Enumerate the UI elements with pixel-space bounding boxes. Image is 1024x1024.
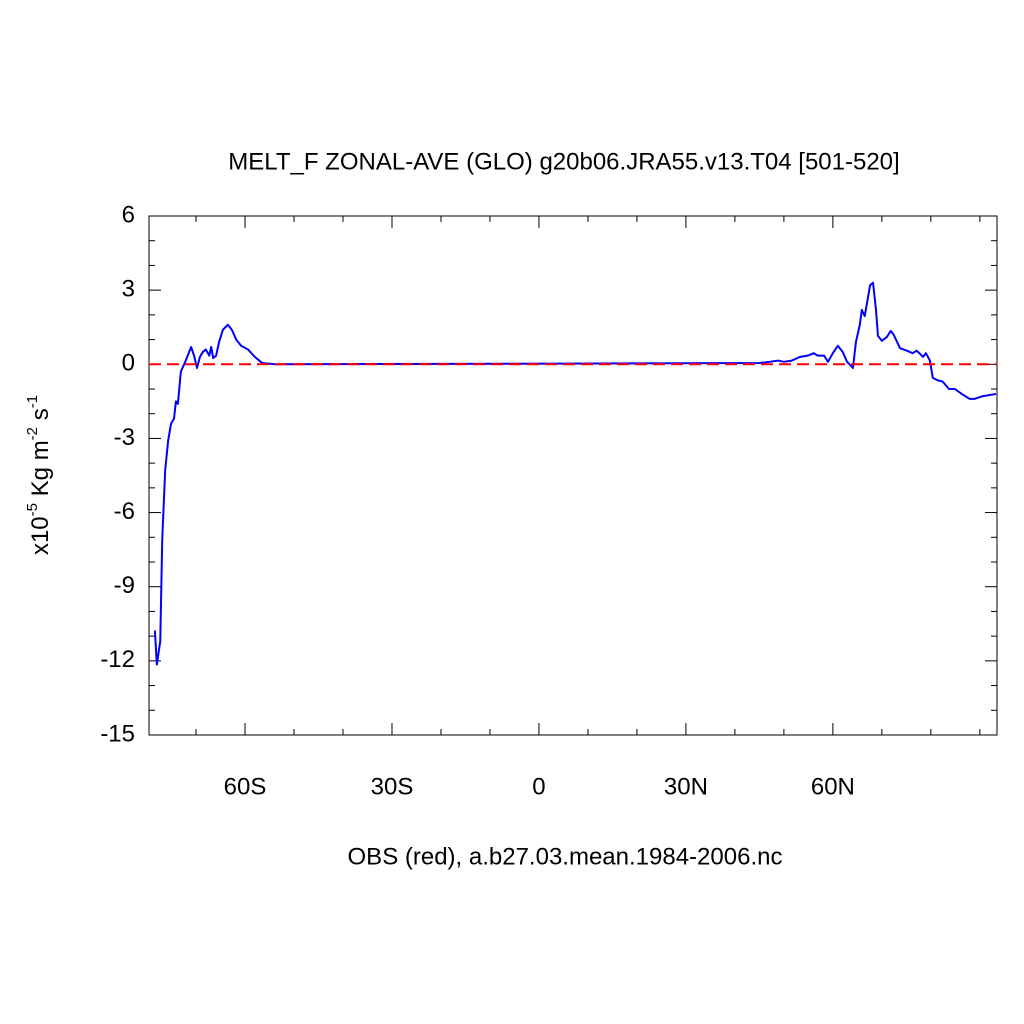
y-tick-label: 3 — [122, 275, 135, 302]
x-tick-label: 0 — [532, 773, 545, 800]
y-axis-label-part: -2 — [24, 427, 41, 440]
x-tick-label: 60S — [224, 773, 267, 800]
y-tick-label: -3 — [114, 424, 135, 451]
y-tick-label: -6 — [114, 498, 135, 525]
y-tick-label: -9 — [114, 572, 135, 599]
x-tick-label: 30S — [371, 773, 414, 800]
y-tick-label: 0 — [122, 350, 135, 377]
data-line — [153, 281, 997, 666]
y-axis-label-part: -5 — [24, 503, 41, 516]
y-axis-label-part: Kg m — [27, 440, 54, 503]
y-tick-label: -15 — [100, 720, 135, 747]
y-tick-label: 6 — [122, 201, 135, 228]
y-axis-label: x10-5 Kg m-2 s-1 — [24, 395, 54, 555]
y-axis-label-part: s — [27, 408, 54, 427]
x-tick-label: 60N — [811, 773, 855, 800]
plot-frame — [148, 215, 998, 736]
x-axis-label: OBS (red), a.b27.03.mean.1984-2006.nc — [348, 843, 783, 870]
y-axis-label-part: x10 — [27, 516, 54, 555]
x-tick-label: 30N — [664, 773, 708, 800]
y-tick-label: -12 — [100, 646, 135, 673]
chart-title: MELT_F ZONAL-AVE (GLO) g20b06.JRA55.v13.… — [228, 148, 899, 175]
y-axis-label-part: -1 — [24, 395, 41, 408]
